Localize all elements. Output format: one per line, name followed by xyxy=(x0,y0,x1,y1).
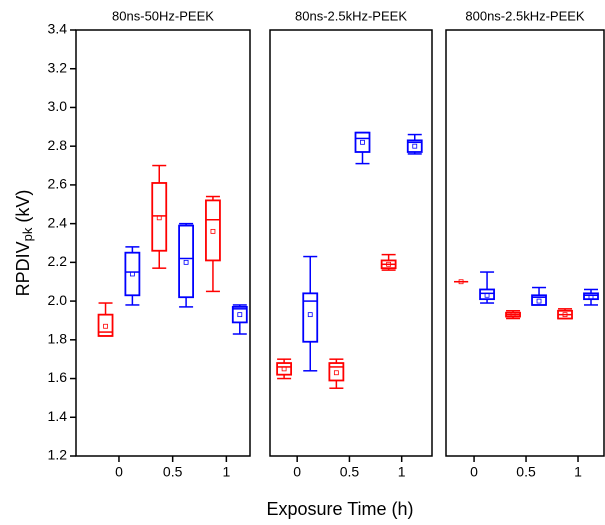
mean-marker xyxy=(588,294,594,300)
x-tick-label: 0.5 xyxy=(340,464,360,480)
y-tick-label: 1.8 xyxy=(48,331,68,347)
mean-marker xyxy=(210,228,216,234)
x-tick-label: 0 xyxy=(470,464,478,480)
y-tick-label: 2.6 xyxy=(48,176,68,192)
y-label-main: RPDIV xyxy=(13,241,33,296)
mean-marker xyxy=(510,312,516,318)
panel-frame xyxy=(75,29,251,457)
y-tick-label: 2.2 xyxy=(48,253,68,269)
box xyxy=(151,182,168,252)
box xyxy=(231,305,248,324)
y-tick-label: 2.4 xyxy=(48,214,68,230)
x-tick-label: 0.5 xyxy=(516,464,536,480)
y-axis-label: RPDIVpk (kV) xyxy=(13,190,36,297)
mean-marker xyxy=(360,139,365,145)
mean-marker xyxy=(458,279,464,285)
mean-marker xyxy=(183,259,189,265)
box xyxy=(328,362,345,382)
y-tick-label: 3.4 xyxy=(48,21,68,37)
box xyxy=(354,131,371,153)
box xyxy=(302,292,319,343)
mean-marker xyxy=(307,312,313,318)
box xyxy=(479,288,495,301)
x-tick-label: 0 xyxy=(293,464,301,480)
box xyxy=(406,139,423,153)
mean-marker xyxy=(129,271,135,277)
x-tick-label: 1 xyxy=(222,464,230,480)
panel-title: 80ns-50Hz-PEEK xyxy=(112,8,214,23)
x-tick-label: 0.5 xyxy=(163,464,183,480)
box xyxy=(178,224,194,299)
box xyxy=(97,313,114,337)
mean-marker xyxy=(412,143,418,149)
y-label-unit: (kV) xyxy=(13,190,33,223)
panel-title: 800ns-2.5kHz-PEEK xyxy=(465,8,585,23)
mean-marker xyxy=(536,298,542,304)
y-tick-label: 2.8 xyxy=(48,137,68,153)
y-tick-label: 3.2 xyxy=(48,59,68,75)
mean-marker xyxy=(103,323,108,329)
y-tick-label: 1.6 xyxy=(48,369,68,385)
mean-marker xyxy=(386,261,392,267)
box xyxy=(531,294,547,306)
y-tick-label: 1.4 xyxy=(48,408,68,424)
x-tick-label: 1 xyxy=(398,464,406,480)
mean-marker xyxy=(484,292,490,298)
y-tick-label: 2.0 xyxy=(48,292,68,308)
y-tick-label: 3.0 xyxy=(48,98,68,114)
x-axis-label: Exposure Time (h) xyxy=(266,499,413,519)
mean-marker xyxy=(333,370,339,376)
mean-marker xyxy=(281,366,287,372)
box xyxy=(276,362,293,376)
box xyxy=(124,251,141,297)
mean-marker xyxy=(562,312,568,318)
x-tick-label: 0 xyxy=(115,464,123,480)
x-tick-label: 1 xyxy=(574,464,582,480)
y-label-sub: pk xyxy=(20,227,35,241)
panel-title: 80ns-2.5kHz-PEEK xyxy=(295,8,407,23)
panel-frame xyxy=(269,29,433,457)
box xyxy=(205,199,221,262)
panel-frame xyxy=(445,29,605,457)
mean-marker xyxy=(237,312,243,318)
box xyxy=(583,292,599,301)
y-tick-label: 1.2 xyxy=(48,447,68,463)
mean-marker xyxy=(156,215,162,221)
